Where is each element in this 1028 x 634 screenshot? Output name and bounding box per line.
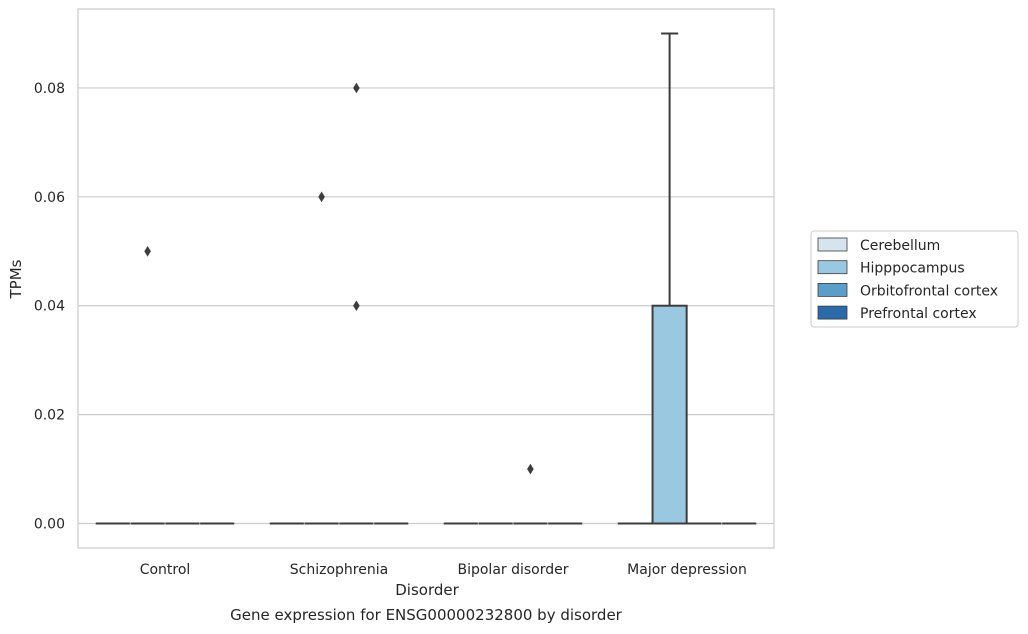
x-tick-label: Schizophrenia bbox=[290, 562, 388, 578]
y-tick-label: 0.02 bbox=[34, 408, 65, 424]
y-tick-label: 0.04 bbox=[34, 299, 65, 315]
figure-caption: Gene expression for ENSG00000232800 by d… bbox=[230, 606, 622, 624]
box-hipppocampus bbox=[304, 191, 339, 525]
legend-label: Cerebellum bbox=[860, 238, 940, 254]
outlier-point bbox=[318, 191, 325, 203]
legend-label: Hipppocampus bbox=[860, 261, 965, 277]
outlier-point bbox=[353, 300, 360, 312]
y-tick-label: 0.00 bbox=[34, 517, 65, 533]
box-hipppocampus bbox=[130, 245, 165, 525]
x-tick-label: Control bbox=[140, 562, 191, 578]
y-tick-label: 0.06 bbox=[34, 190, 65, 206]
outlier-point bbox=[527, 463, 534, 475]
legend-label: Prefrontal cortex bbox=[860, 306, 977, 322]
x-axis-label: Disorder bbox=[395, 581, 459, 599]
box-body bbox=[651, 304, 688, 525]
legend: Cerebellum Hipppocampus Orbitofrontal cort… bbox=[810, 230, 1019, 328]
legend-swatch bbox=[817, 282, 848, 297]
legend-swatch bbox=[817, 305, 848, 320]
y-tick-label: 0.08 bbox=[34, 81, 65, 97]
legend-frame bbox=[810, 230, 1019, 328]
legend-swatch bbox=[817, 237, 848, 252]
plot-frame bbox=[77, 8, 775, 549]
box-orbitofrontal-cortex bbox=[513, 463, 548, 525]
x-tick-label: Major depression bbox=[627, 562, 747, 578]
x-tick-labels: Control Schizophrenia Bipolar disorder Majo… bbox=[140, 562, 747, 578]
legend-label: Orbitofrontal cortex bbox=[860, 283, 998, 299]
box-orbitofrontal-cortex bbox=[339, 82, 374, 525]
y-axis-label: TPMs bbox=[7, 259, 25, 299]
outlier-point bbox=[353, 82, 360, 94]
outlier-point bbox=[144, 245, 151, 257]
legend-swatch bbox=[817, 260, 848, 275]
box-hipppocampus bbox=[651, 32, 688, 525]
x-tick-label: Bipolar disorder bbox=[457, 562, 568, 578]
y-tick-labels: 0.00 0.02 0.04 0.06 0.08 bbox=[34, 81, 65, 533]
box-marks bbox=[95, 32, 757, 525]
